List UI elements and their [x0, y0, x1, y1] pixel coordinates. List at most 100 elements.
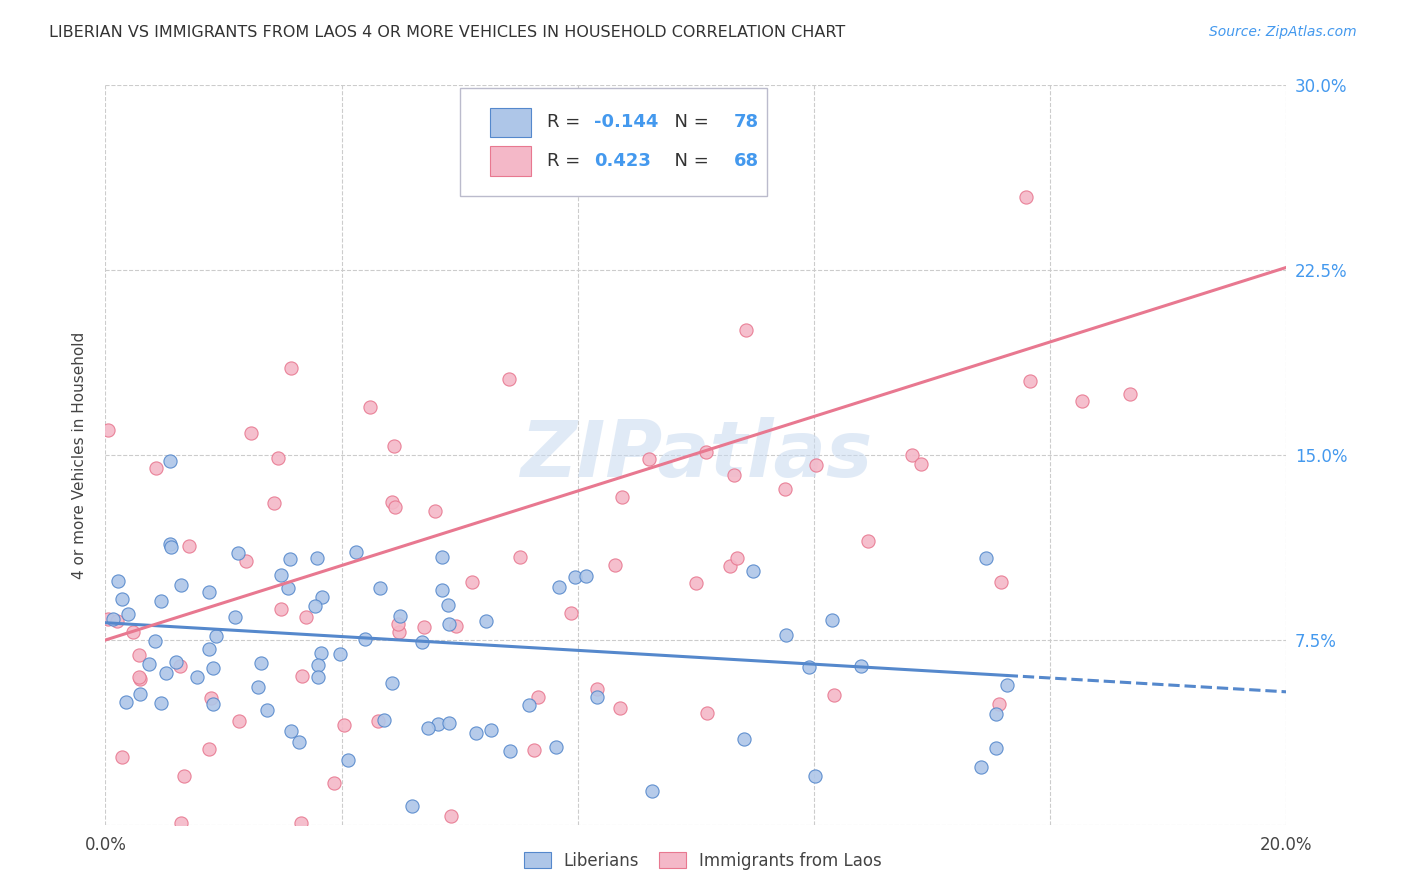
Text: R =: R = [547, 113, 586, 131]
Point [427, 716, 450, 731]
Point [986, 740, 1008, 755]
Point [138, 657, 160, 671]
Point [988, 697, 1011, 711]
Bar [491, 146, 530, 176]
Point [240, 425, 263, 440]
Legend: Liberians, Immigrants from Laos: Liberians, Immigrants from Laos [517, 846, 889, 877]
Point [641, 783, 664, 797]
Point [311, 590, 333, 604]
Point [389, 609, 412, 624]
Point [820, 613, 842, 627]
Point [149, 696, 172, 710]
Point [336, 753, 359, 767]
Point [202, 661, 225, 675]
Point [105, 614, 128, 628]
Point [97, 612, 120, 626]
Point [799, 660, 821, 674]
Point [575, 569, 598, 583]
Point [725, 550, 748, 565]
Point [733, 732, 755, 747]
Text: 68: 68 [734, 152, 759, 170]
Point [382, 439, 405, 453]
Point [159, 537, 181, 551]
Point [609, 701, 631, 715]
Point [307, 670, 329, 684]
Point [270, 601, 292, 615]
Text: 0.423: 0.423 [595, 152, 651, 170]
Point [475, 615, 498, 629]
Point [291, 669, 314, 683]
Point [499, 744, 522, 758]
Point [128, 648, 150, 663]
FancyBboxPatch shape [460, 88, 766, 196]
Point [718, 559, 741, 574]
Point [111, 592, 134, 607]
Point [177, 539, 200, 553]
Point [224, 609, 246, 624]
Point [145, 460, 167, 475]
Point [432, 549, 454, 564]
Point [295, 610, 318, 624]
Point [169, 815, 191, 830]
Point [823, 688, 845, 702]
Point [280, 723, 302, 738]
Point [464, 726, 486, 740]
Point [806, 458, 828, 472]
Text: Source: ZipAtlas.com: Source: ZipAtlas.com [1209, 25, 1357, 39]
Point [430, 582, 453, 597]
Point [742, 564, 765, 578]
Point [526, 690, 548, 704]
Point [439, 809, 461, 823]
Point [160, 540, 183, 554]
Point [381, 676, 404, 690]
Point [256, 703, 278, 717]
Point [278, 552, 301, 566]
Point [384, 500, 406, 515]
Text: R =: R = [547, 152, 586, 170]
Point [250, 656, 273, 670]
Point [198, 585, 221, 599]
Text: ZIPatlas: ZIPatlas [520, 417, 872, 493]
Point [226, 546, 249, 560]
Point [235, 554, 257, 568]
Point [128, 670, 150, 684]
Point [986, 706, 1008, 721]
Point [775, 628, 797, 642]
Point [901, 448, 924, 462]
Point [970, 760, 993, 774]
Point [517, 698, 540, 712]
Point [373, 713, 395, 727]
Point [461, 574, 484, 589]
Point [247, 680, 270, 694]
Point [155, 665, 177, 680]
Point [804, 768, 827, 782]
Point [1015, 190, 1038, 204]
Point [446, 619, 468, 633]
Point [1018, 374, 1040, 388]
Point [143, 633, 166, 648]
Point [548, 580, 571, 594]
Point [186, 669, 208, 683]
Point [1070, 393, 1092, 408]
Point [695, 445, 717, 459]
Point [277, 581, 299, 595]
Point [322, 775, 344, 789]
Point [586, 682, 609, 697]
Point [411, 635, 433, 649]
Point [170, 578, 193, 592]
Point [436, 599, 458, 613]
Point [523, 743, 546, 757]
Point [910, 457, 932, 471]
Point [280, 360, 302, 375]
Point [332, 718, 354, 732]
Point [107, 574, 129, 588]
Point [856, 533, 879, 548]
Point [288, 735, 311, 749]
Point [202, 697, 225, 711]
Point [775, 482, 797, 496]
Point [603, 558, 626, 572]
Text: 78: 78 [734, 113, 759, 131]
Text: LIBERIAN VS IMMIGRANTS FROM LAOS 4 OR MORE VEHICLES IN HOUSEHOLD CORRELATION CHA: LIBERIAN VS IMMIGRANTS FROM LAOS 4 OR MO… [49, 25, 845, 40]
Point [381, 495, 404, 509]
Point [263, 496, 285, 510]
